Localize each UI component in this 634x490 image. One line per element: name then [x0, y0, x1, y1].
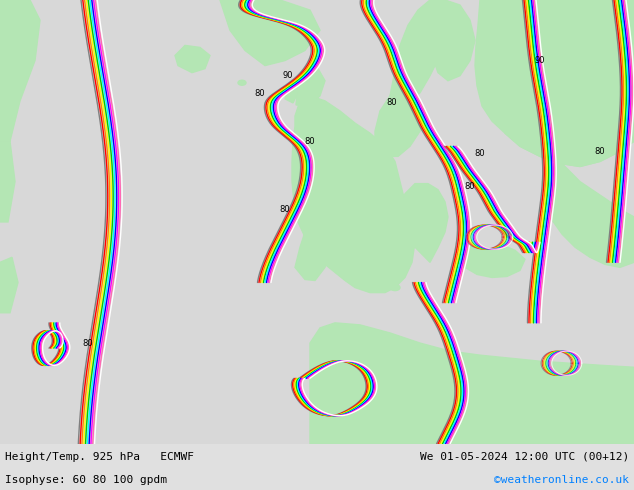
Polygon shape — [460, 242, 525, 277]
Text: 80: 80 — [255, 89, 265, 98]
Text: ©weatheronline.co.uk: ©weatheronline.co.uk — [494, 475, 629, 485]
Ellipse shape — [238, 80, 246, 85]
Polygon shape — [175, 46, 210, 73]
Ellipse shape — [390, 285, 400, 291]
Polygon shape — [475, 0, 634, 167]
Text: 90: 90 — [534, 56, 545, 65]
Polygon shape — [542, 161, 634, 268]
Polygon shape — [0, 257, 18, 313]
Ellipse shape — [372, 262, 378, 272]
Text: Height/Temp. 925 hPa   ECMWF: Height/Temp. 925 hPa ECMWF — [5, 452, 194, 462]
Ellipse shape — [596, 135, 614, 147]
Text: 80: 80 — [475, 149, 485, 158]
Polygon shape — [220, 0, 320, 66]
Text: 90: 90 — [283, 71, 294, 80]
Ellipse shape — [375, 276, 380, 285]
Polygon shape — [310, 323, 634, 444]
Polygon shape — [475, 224, 515, 249]
Text: We 01-05-2024 12:00 UTC (00+12): We 01-05-2024 12:00 UTC (00+12) — [420, 452, 629, 462]
Polygon shape — [0, 141, 15, 222]
Polygon shape — [390, 0, 455, 103]
Text: 80: 80 — [595, 147, 605, 156]
Polygon shape — [170, 0, 240, 46]
Polygon shape — [400, 184, 448, 262]
Text: 80: 80 — [387, 98, 398, 107]
Text: 80: 80 — [305, 137, 315, 146]
Text: Isophyse: 60 80 100 gpdm: Isophyse: 60 80 100 gpdm — [5, 475, 167, 485]
Text: 80: 80 — [280, 205, 290, 214]
Text: 80: 80 — [465, 182, 476, 191]
Text: 80: 80 — [82, 339, 93, 347]
Polygon shape — [292, 96, 415, 293]
Polygon shape — [375, 91, 425, 156]
Ellipse shape — [309, 61, 314, 65]
Polygon shape — [0, 0, 40, 141]
Polygon shape — [296, 69, 325, 106]
Polygon shape — [505, 0, 634, 167]
Ellipse shape — [611, 116, 625, 126]
Polygon shape — [295, 227, 330, 280]
Polygon shape — [428, 0, 475, 81]
Polygon shape — [285, 83, 298, 103]
